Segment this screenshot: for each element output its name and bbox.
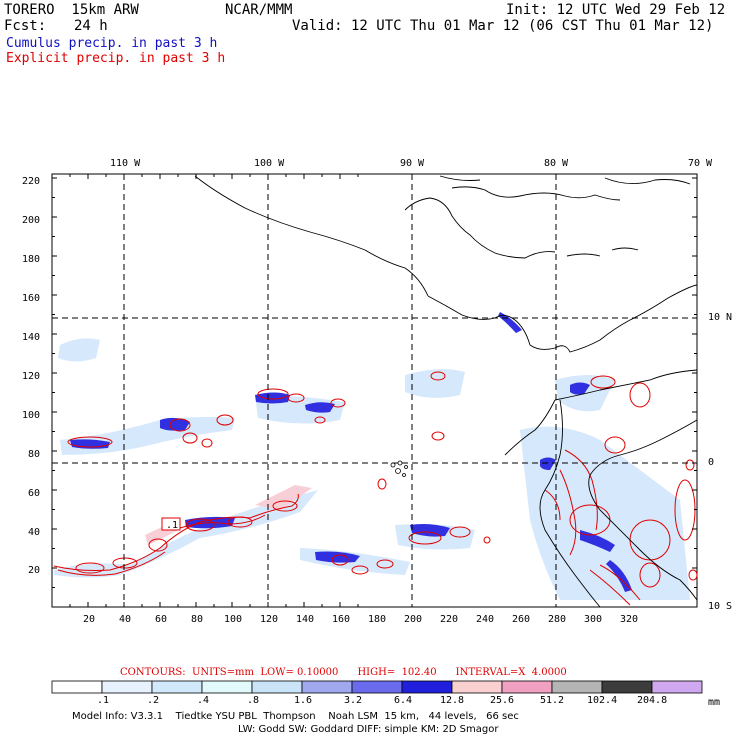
lat-label-10n: 10 N [708, 312, 733, 323]
x-tick-label: 40 [119, 614, 132, 625]
colorbar-swatch [101, 680, 153, 694]
lon-label-110w: 110 W [110, 158, 141, 169]
colorbar-swatch [551, 680, 603, 694]
colorbar-label: 12.8 [440, 695, 465, 706]
colorbar-label: 1.6 [294, 695, 313, 706]
y-tick-label: 40 [28, 527, 41, 538]
contour-info: CONTOURS: UNITS=mm LOW= 0.10000 HIGH= 10… [120, 667, 567, 678]
colorbar-label: 204.8 [637, 695, 668, 706]
colorbar-label: 102.4 [587, 695, 618, 706]
x-tick-label: 60 [155, 614, 168, 625]
valid-time: Valid: 12 UTC Thu 01 Mar 12 (06 CST Thu … [292, 18, 714, 34]
x-tick-label: 260 [512, 614, 531, 625]
colorbar-swatch [301, 680, 353, 694]
colorbar-swatch [601, 680, 653, 694]
y-tick-label: 100 [22, 410, 41, 421]
precip-contours [53, 371, 698, 606]
lon-label-100w: 100 W [254, 158, 285, 169]
x-tick-label: 140 [296, 614, 315, 625]
colorbar-label: 25.6 [490, 695, 515, 706]
colorbar-swatch [351, 680, 403, 694]
colorbar-label: 51.2 [540, 695, 565, 706]
colorbar-label: .8 [247, 695, 260, 706]
explicit-precip-legend: Explicit precip. in past 3 h [6, 51, 226, 66]
x-tick-label: 100 [224, 614, 243, 625]
cumulus-precip-legend: Cumulus precip. in past 3 h [6, 36, 218, 51]
x-tick-label: 180 [368, 614, 387, 625]
colorbar-swatch [401, 680, 453, 694]
colorbar-swatch [501, 680, 553, 694]
model-title: TORERO 15km ARW [4, 2, 139, 18]
colorbar-swatch [151, 680, 203, 694]
y-tick-label: 160 [22, 293, 41, 304]
x-tick-label: 240 [476, 614, 495, 625]
y-tick-label: 60 [28, 488, 41, 499]
colorbar-label: 3.2 [344, 695, 363, 706]
colorbar-swatch [451, 680, 503, 694]
colorbar [51, 680, 703, 694]
high-marker-box [161, 517, 181, 531]
x-tick-label: 200 [404, 614, 423, 625]
y-tick-label: 200 [22, 215, 41, 226]
colorbar-swatch [51, 680, 103, 694]
y-tick-label: 140 [22, 332, 41, 343]
colorbar-label: .1 [97, 695, 110, 706]
high-marker-label: .1 [166, 520, 178, 531]
organization-label: NCAR/MMM [225, 2, 293, 18]
x-tick-label: 120 [260, 614, 279, 625]
init-time: Init: 12 UTC Wed 29 Feb 12 [506, 2, 726, 18]
lon-label-80w: 80 W [544, 158, 569, 169]
x-tick-label: 160 [332, 614, 351, 625]
lat-lon-grid [52, 174, 697, 607]
x-tick-label: 300 [584, 614, 603, 625]
forecast-label: Fcst: [4, 18, 47, 34]
x-tick-label: 280 [548, 614, 567, 625]
x-tick-label: 20 [83, 614, 96, 625]
y-tick-label: 180 [22, 254, 41, 265]
y-tick-label: 20 [28, 565, 41, 576]
x-tick-label: 220 [440, 614, 459, 625]
model-info-line-1: Model Info: V3.3.1 Tiedtke YSU PBL Thomp… [72, 711, 519, 722]
lat-label-10s: 10 S [708, 601, 733, 612]
forecast-hours: 24 h [74, 18, 108, 34]
lon-label-70w: 70 W [688, 158, 713, 169]
colorbar-swatch [651, 680, 703, 694]
model-info-line-2: LW: Godd SW: Goddard DIFF: simple KM: 2D… [238, 724, 499, 735]
colorbar-label: .2 [147, 695, 160, 706]
colorbar-label: .4 [197, 695, 210, 706]
lon-label-90w: 90 W [400, 158, 425, 169]
y-tick-label: 120 [22, 371, 41, 382]
x-tick-label: 80 [191, 614, 204, 625]
colorbar-label: 6.4 [394, 695, 413, 706]
colorbar-unit: mm [708, 697, 721, 708]
x-tick-label: 320 [620, 614, 639, 625]
y-tick-label: 220 [22, 176, 41, 187]
lat-label-0: 0 [708, 457, 715, 468]
colorbar-swatch [201, 680, 253, 694]
colorbar-swatch [251, 680, 303, 694]
axis-ticks [51, 174, 697, 608]
y-tick-label: 80 [28, 449, 41, 460]
